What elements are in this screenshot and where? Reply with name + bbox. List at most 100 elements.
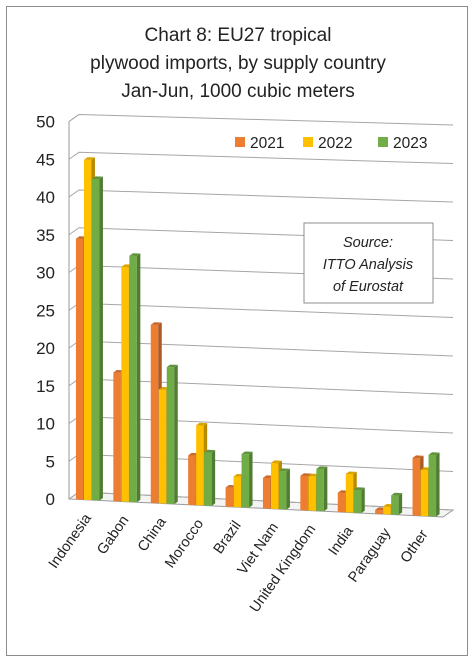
bar-front [278, 470, 287, 510]
bar-top [316, 466, 328, 470]
bar-front [262, 477, 271, 509]
bar-top [166, 364, 178, 368]
legend-label: 2023 [393, 135, 427, 152]
bar-front [83, 159, 92, 501]
bar-front [316, 468, 324, 512]
bar-front [91, 178, 100, 501]
bar [428, 452, 440, 517]
bar-front [150, 324, 159, 504]
y-tick-label: 25 [36, 301, 55, 320]
y-tick-label: 45 [36, 150, 55, 169]
bar-front [113, 372, 121, 502]
legend-item: 2023 [378, 135, 427, 152]
bar-top [428, 452, 440, 456]
bar-top [91, 176, 103, 180]
x-tick-label: Indonesia [46, 510, 96, 571]
bar-front [428, 454, 437, 517]
legend-item: 2021 [235, 135, 284, 152]
chart-title-line-3: Jan-Jun, 1000 cubic meters [121, 81, 354, 102]
chart-frame: Chart 8: EU27 tropical plywood imports, … [6, 6, 468, 656]
bar [204, 449, 216, 506]
bar-side [249, 451, 253, 508]
bar-front [353, 489, 362, 514]
legend-swatch [235, 137, 245, 147]
chart-title-line-1: Chart 8: EU27 tropical [145, 25, 332, 46]
x-tick-label: Brazil [211, 518, 245, 557]
bar-front [337, 492, 346, 513]
source-note-line-1: Source: [343, 235, 393, 251]
chart-title: Chart 8: EU27 tropical plywood imports, … [90, 25, 386, 102]
y-tick-label: 40 [36, 188, 55, 207]
bar [91, 176, 103, 501]
bar-front [166, 367, 175, 505]
bar-top [204, 449, 216, 453]
bar-front [345, 474, 354, 513]
x-tick-label: Gabon [94, 513, 132, 558]
bar-front [129, 255, 137, 503]
bar-side [398, 493, 403, 515]
bar-front [121, 266, 129, 502]
bar [129, 253, 141, 503]
bar [391, 492, 403, 515]
bar-front [75, 238, 84, 500]
chart-title-line-2: plywood imports, by supply country [90, 53, 386, 74]
bar-top [300, 473, 312, 477]
bar-top [391, 492, 403, 496]
bar [241, 451, 253, 508]
bar-top [150, 322, 162, 326]
bar-side [323, 466, 328, 512]
y-tick-label: 35 [36, 226, 55, 245]
bar-top [129, 253, 141, 257]
x-tick-label: China [135, 514, 170, 555]
bar-top [270, 460, 282, 464]
legend: 2021 2022 2023 [235, 135, 427, 152]
bar-top [412, 455, 424, 459]
source-note-line-2: ITTO Analysis [323, 257, 413, 273]
source-note-line-3: of Eurostat [333, 279, 404, 295]
chart: Chart 8: EU27 tropical plywood imports, … [36, 25, 455, 616]
bar-front [420, 469, 429, 517]
bar-side [286, 468, 290, 510]
bar-front [196, 425, 204, 506]
bar-side [99, 176, 103, 501]
bar-top [83, 157, 95, 160]
bar-top [241, 451, 253, 455]
bar-front [233, 476, 242, 508]
bar-front [158, 389, 167, 504]
source-note: Source: ITTO Analysis of Eurostat [303, 222, 434, 304]
bar-side [211, 450, 216, 506]
legend-swatch [303, 137, 313, 147]
legend-swatch [378, 137, 388, 147]
bar-side [436, 452, 440, 517]
bar-side [174, 364, 178, 505]
bar [316, 466, 328, 512]
bar-front [225, 487, 234, 507]
bar-top [278, 468, 290, 472]
bar-front [391, 495, 399, 515]
legend-item: 2022 [303, 135, 352, 152]
x-tick-label: India [326, 523, 358, 559]
bar [166, 364, 178, 505]
y-axis-ticks: 0 5 10 15 20 25 30 35 40 45 50 [36, 113, 55, 510]
bar-front [300, 475, 308, 511]
bar-front [188, 455, 196, 506]
source-note-box [303, 222, 434, 304]
gridline [68, 113, 454, 126]
gridline [68, 151, 454, 164]
bar-side [361, 487, 365, 514]
bar [353, 487, 365, 514]
bar-top [353, 487, 365, 491]
y-tick-label: 5 [46, 452, 55, 471]
bar-front [270, 462, 279, 510]
y-tick-label: 30 [36, 264, 55, 283]
bar-front [204, 452, 212, 506]
bar-side [136, 253, 141, 503]
y-tick-label: 50 [36, 113, 55, 132]
bar-front [308, 476, 316, 511]
bar-front [383, 506, 391, 515]
bar-front [241, 453, 250, 508]
bar-top [345, 471, 357, 475]
y-tick-label: 10 [36, 415, 55, 434]
y-tick-label: 20 [36, 339, 55, 358]
legend-label: 2021 [250, 135, 284, 152]
